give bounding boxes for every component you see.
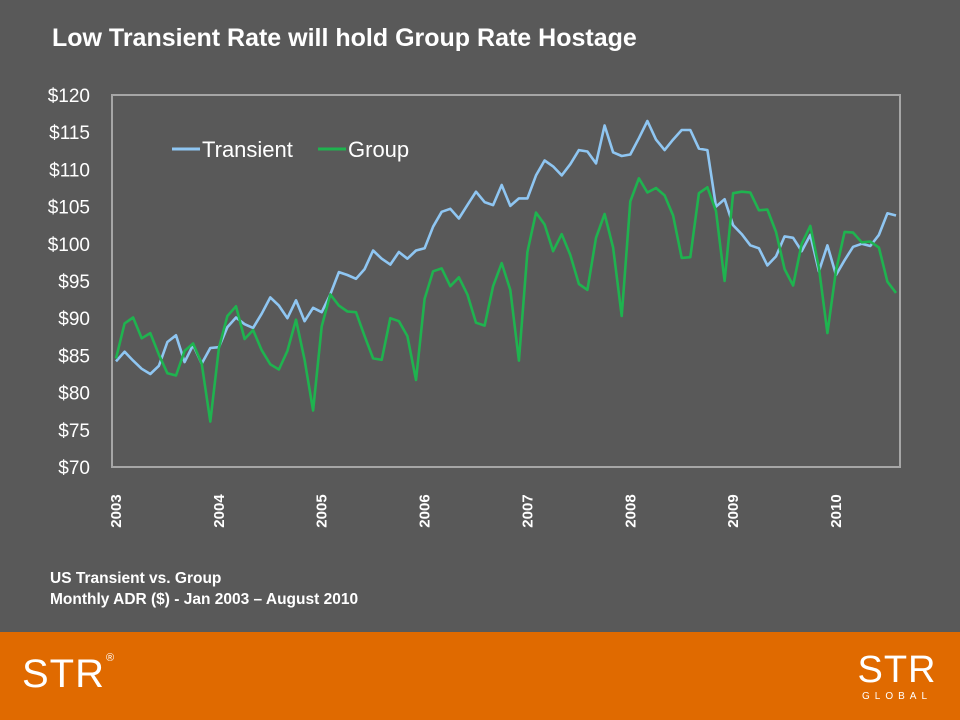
y-tick-label: $80 xyxy=(58,384,90,405)
registered-mark: ® xyxy=(106,652,116,664)
footer-bar: STR® STR GLOBAL xyxy=(0,632,960,720)
x-tick-label: 2008 xyxy=(622,494,639,527)
y-tick-label: $90 xyxy=(58,309,90,330)
y-tick-label: $105 xyxy=(48,198,90,219)
str-logo-text: STR xyxy=(22,652,105,696)
str-global-logo-sub: GLOBAL xyxy=(861,691,933,702)
y-tick-label: $120 xyxy=(48,86,90,107)
series-line-group xyxy=(114,177,898,423)
y-tick-label: $115 xyxy=(49,123,90,144)
str-global-logo-text: STR xyxy=(857,649,937,691)
y-tick-label: $70 xyxy=(58,458,90,479)
x-axis-ticks: 2003 2004 2005 2006 2007 2008 2009 2010 xyxy=(108,494,845,528)
series-lines xyxy=(114,119,898,423)
y-axis-ticks: $120 $115 $110 $105 $100 $95 $90 $85 $80 $75 $70 xyxy=(48,86,90,479)
str-global-logo: STR GLOBAL xyxy=(856,650,938,704)
x-tick-label: 2005 xyxy=(314,494,331,527)
slide-title: Low Transient Rate will hold Group Rate … xyxy=(52,24,637,52)
series-line-transient xyxy=(115,119,897,376)
plot-frame xyxy=(111,94,901,468)
chart-legend: Transient Group xyxy=(172,137,409,162)
y-tick-label: $100 xyxy=(48,235,90,256)
str-logo: STR® xyxy=(22,652,115,697)
legend-label-group: Group xyxy=(348,137,409,162)
x-tick-label: 2009 xyxy=(725,494,742,527)
y-tick-label: $95 xyxy=(58,272,90,293)
chart-caption: US Transient vs. Group Monthly ADR ($) -… xyxy=(50,568,358,610)
y-tick-label: $75 xyxy=(58,421,90,442)
adr-line-chart: $120 $115 $110 $105 $100 $95 $90 $85 $80 $75 $70 2… xyxy=(48,86,901,528)
y-tick-label: $85 xyxy=(58,346,90,367)
caption-line-1: US Transient vs. Group xyxy=(50,570,222,587)
legend-label-transient: Transient xyxy=(202,137,293,162)
x-tick-label: 2007 xyxy=(519,494,536,527)
x-tick-label: 2010 xyxy=(828,494,845,527)
x-tick-label: 2006 xyxy=(417,494,434,527)
caption-line-2: Monthly ADR ($) - Jan 2003 – August 2010 xyxy=(50,591,359,608)
x-tick-label: 2003 xyxy=(108,494,125,527)
y-tick-label: $110 xyxy=(49,160,90,181)
x-tick-label: 2004 xyxy=(211,494,228,528)
